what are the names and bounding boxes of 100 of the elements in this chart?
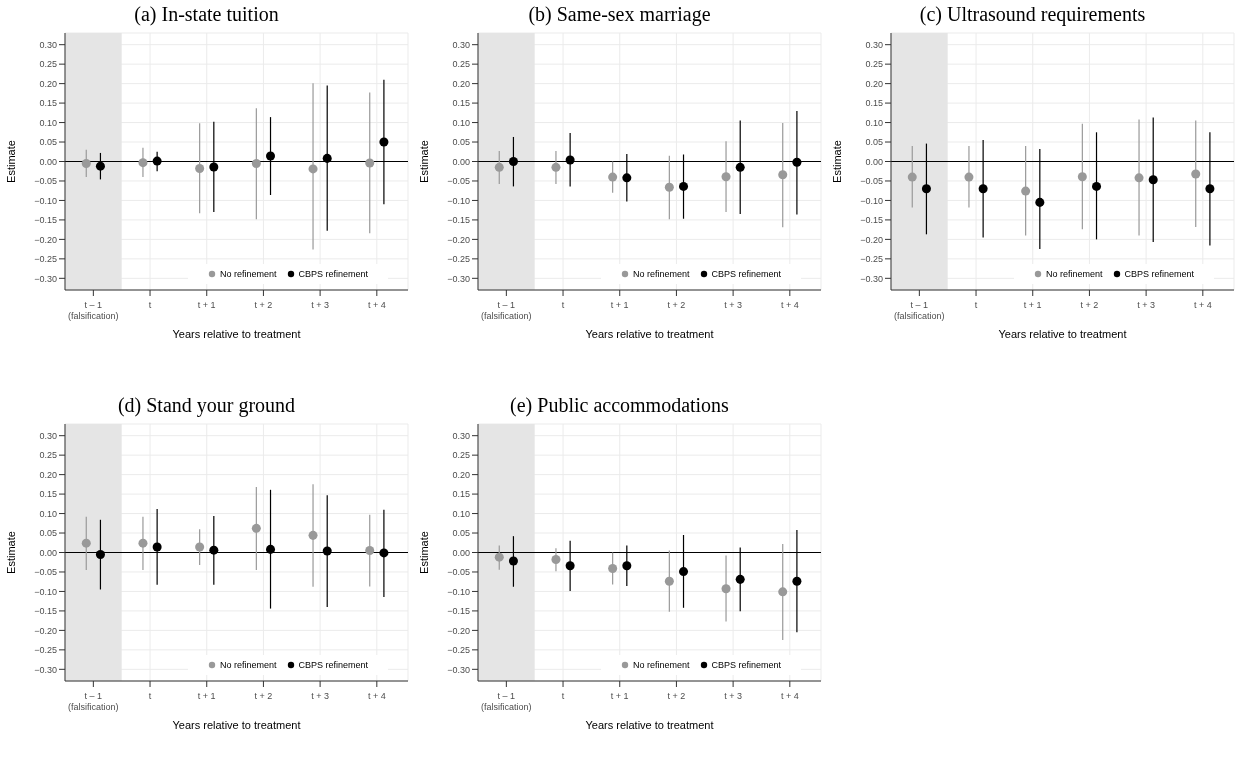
y-tick-label: 0.20 [865,78,883,89]
x-tick-label: t – 1 (falsification) [68,300,119,321]
x-tick-label: t + 4 [780,691,799,701]
y-axis-title: Estimate [830,140,843,183]
chart-title: (b) Same-sex marriage [527,2,712,28]
x-axis-title: Years relative to treatment [585,328,714,340]
x-tick-label: t + 3 [311,300,330,310]
y-tick-label: 0.00 [865,156,883,167]
x-tick-label: t + 2 [254,691,273,701]
y-tick-label: 0.15 [452,98,470,109]
x-tick-label: t + 2 [1080,300,1099,310]
legend-label: No refinement [632,269,690,279]
x-tick-label: t + 1 [610,300,629,310]
x-tick-label: t [148,300,152,310]
y-tick-label: 0.25 [39,450,57,461]
y-tick-label: 0.20 [39,469,57,480]
y-tick-label: 0.30 [452,430,470,441]
y-tick-label: 0.25 [865,59,883,70]
x-tick-label: t + 1 [197,300,216,310]
y-tick-label: 0.00 [39,156,57,167]
x-tick-label: t + 2 [254,300,273,310]
x-tick-label: t + 3 [311,691,330,701]
y-tick-label: −0.05 [447,567,470,578]
y-tick-label: 0.15 [865,98,883,109]
y-tick-label: −0.10 [860,195,883,206]
x-tick-label: t + 1 [1023,300,1042,310]
y-tick-label: 0.10 [39,508,57,519]
legend-label: No refinement [219,269,277,279]
y-axis-title: Estimate [417,140,430,183]
x-axis-title: Years relative to treatment [172,719,301,731]
y-tick-label: −0.10 [447,195,470,206]
x-tick-label: t [561,300,565,310]
y-axis-title: Estimate [4,531,17,574]
y-tick-label: −0.15 [34,606,57,617]
y-tick-label: 0.10 [39,117,57,128]
y-tick-label: −0.30 [860,273,883,284]
x-tick-label: t [148,691,152,701]
y-tick-label: −0.15 [34,215,57,226]
x-tick-label: t [561,691,565,701]
y-tick-label: −0.20 [34,625,57,636]
y-tick-label: 0.10 [452,508,470,519]
y-tick-label: 0.30 [452,39,470,50]
chart-title: (a) In-state tuition [133,2,280,28]
y-tick-label: −0.30 [447,664,470,675]
y-tick-label: 0.30 [39,39,57,50]
x-tick-label: t + 3 [724,691,743,701]
x-tick-label: t + 2 [667,300,686,310]
x-axis-title: Years relative to treatment [585,719,714,731]
y-tick-label: −0.15 [447,606,470,617]
y-tick-label: 0.25 [39,59,57,70]
y-tick-label: −0.25 [34,254,57,265]
y-tick-label: −0.25 [447,254,470,265]
y-tick-label: 0.10 [452,117,470,128]
y-tick-label: 0.20 [452,78,470,89]
x-tick-label: t – 1 (falsification) [481,691,532,712]
x-tick-label: t + 3 [724,300,743,310]
y-tick-label: −0.10 [447,586,470,597]
y-tick-label: −0.25 [860,254,883,265]
legend-label: CBPS refinement [298,660,369,670]
y-tick-label: −0.20 [447,625,470,636]
x-tick-label: t [974,300,978,310]
y-tick-label: 0.05 [39,137,57,148]
y-tick-label: 0.00 [452,156,470,167]
y-tick-label: 0.00 [452,547,470,558]
y-tick-label: −0.05 [860,176,883,187]
y-tick-label: 0.05 [452,137,470,148]
y-tick-label: 0.25 [452,59,470,70]
x-axis-title: Years relative to treatment [998,328,1127,340]
legend-label: CBPS refinement [711,269,782,279]
chart-title: (e) Public accommodations [509,393,730,419]
legend-label: No refinement [1045,269,1103,279]
y-tick-label: −0.20 [447,234,470,245]
y-axis-title: Estimate [417,531,430,574]
legend-label: CBPS refinement [711,660,782,670]
legend-label: No refinement [632,660,690,670]
x-axis-title: Years relative to treatment [172,328,301,340]
x-tick-label: t + 1 [197,691,216,701]
y-tick-label: −0.25 [447,645,470,656]
y-tick-label: −0.30 [34,664,57,675]
y-tick-label: 0.10 [865,117,883,128]
y-tick-label: 0.05 [865,137,883,148]
chart-title: (d) Stand your ground [116,393,297,419]
y-tick-label: −0.15 [860,215,883,226]
y-tick-label: −0.05 [447,176,470,187]
y-tick-label: −0.20 [860,234,883,245]
y-tick-label: −0.15 [447,215,470,226]
legend-label: No refinement [219,660,277,670]
x-tick-label: t + 3 [1137,300,1156,310]
y-tick-label: −0.30 [34,273,57,284]
chart-title: (c) Ultrasound requirements [918,2,1147,28]
y-tick-label: 0.00 [39,547,57,558]
y-tick-label: 0.30 [39,430,57,441]
y-tick-label: 0.05 [39,528,57,539]
y-tick-label: −0.20 [34,234,57,245]
legend-label: CBPS refinement [298,269,369,279]
y-tick-label: 0.30 [865,39,883,50]
x-tick-label: t – 1 (falsification) [894,300,945,321]
y-tick-label: −0.05 [34,176,57,187]
x-tick-label: t + 4 [780,300,799,310]
y-tick-label: 0.15 [39,98,57,109]
